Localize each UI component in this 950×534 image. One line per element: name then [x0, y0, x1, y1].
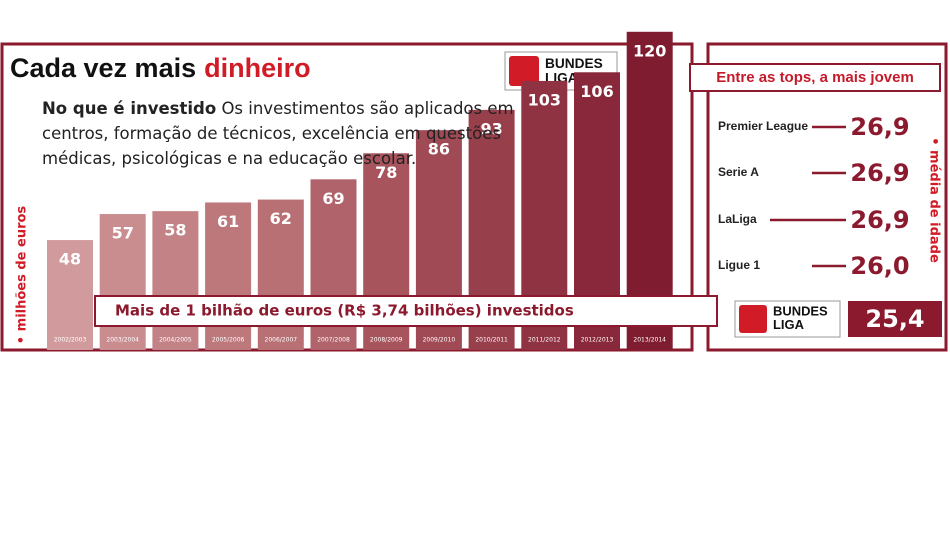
x-tick-label: 2012/2013 [581, 337, 614, 344]
annotation: Mais de 1 bilhão de euros (R$ 3,74 bilhõ… [115, 302, 574, 320]
x-tick-label: 2005/2006 [212, 337, 245, 344]
x-tick-label: 2003/2004 [106, 337, 139, 344]
league-name: Serie A [718, 165, 759, 179]
x-tick-label: 2008/2009 [370, 337, 403, 344]
value-label: 86 [428, 140, 450, 159]
value-label: 93 [480, 119, 502, 138]
bar [47, 240, 93, 350]
value-label: 103 [528, 90, 561, 109]
x-tick-label: 2007/2008 [317, 337, 350, 344]
league-name: Ligue 1 [718, 258, 760, 272]
x-tick-label: 2009/2010 [423, 337, 456, 344]
bar [99, 214, 146, 350]
body-text: Os investimentos são aplicados em centro… [42, 99, 514, 168]
right-title: Entre as tops, a mais jovem [716, 69, 914, 86]
value-label: 78 [375, 163, 397, 182]
x-tick-label: 2010/2011 [475, 337, 508, 344]
subtitle: No que é investido [42, 99, 217, 118]
value-label: 57 [112, 224, 134, 243]
right-y-label: • média de idade [927, 137, 942, 263]
value-label: 48 [59, 250, 81, 269]
chart-title: Cada vez mais dinheiro [10, 53, 311, 83]
x-tick-label: 2004/2005 [159, 337, 192, 344]
league-name: Premier League [718, 119, 808, 133]
value-label: 62 [270, 209, 292, 228]
value-label: 26,9 [850, 206, 909, 234]
logo-word: LIGA [773, 318, 805, 333]
value-label: 26,0 [850, 252, 909, 280]
right-panel [706, 42, 948, 352]
description: No que é investido Os investimentos são … [42, 96, 522, 171]
logo-text: BUNDES LIGA [773, 304, 828, 333]
value-label: 26,9 [850, 159, 909, 187]
annotation-box [94, 295, 718, 327]
logo-icon [509, 56, 539, 86]
value-label: 120 [633, 41, 666, 60]
y-axis-label: • milhões de euros [15, 206, 30, 345]
value-label: 58 [164, 221, 186, 240]
value-label: 26,9 [850, 113, 909, 141]
value-label: 69 [322, 189, 344, 208]
logo-word: BUNDES [773, 304, 828, 319]
value-label: 106 [580, 82, 613, 101]
value-label: 25,4 [865, 305, 924, 333]
value-box [848, 301, 942, 337]
x-tick-label: 2002/2003 [54, 337, 87, 344]
value-label: 61 [217, 212, 239, 231]
logo-word: BUNDES [545, 56, 603, 71]
x-tick-label: 2013/2014 [633, 337, 666, 344]
right-title-box [689, 63, 941, 92]
league-name: LaLiga [718, 212, 757, 226]
x-tick-label: 2006/2007 [265, 337, 298, 344]
x-tick-label: 2011/2012 [528, 337, 561, 344]
logo-icon [739, 305, 767, 333]
